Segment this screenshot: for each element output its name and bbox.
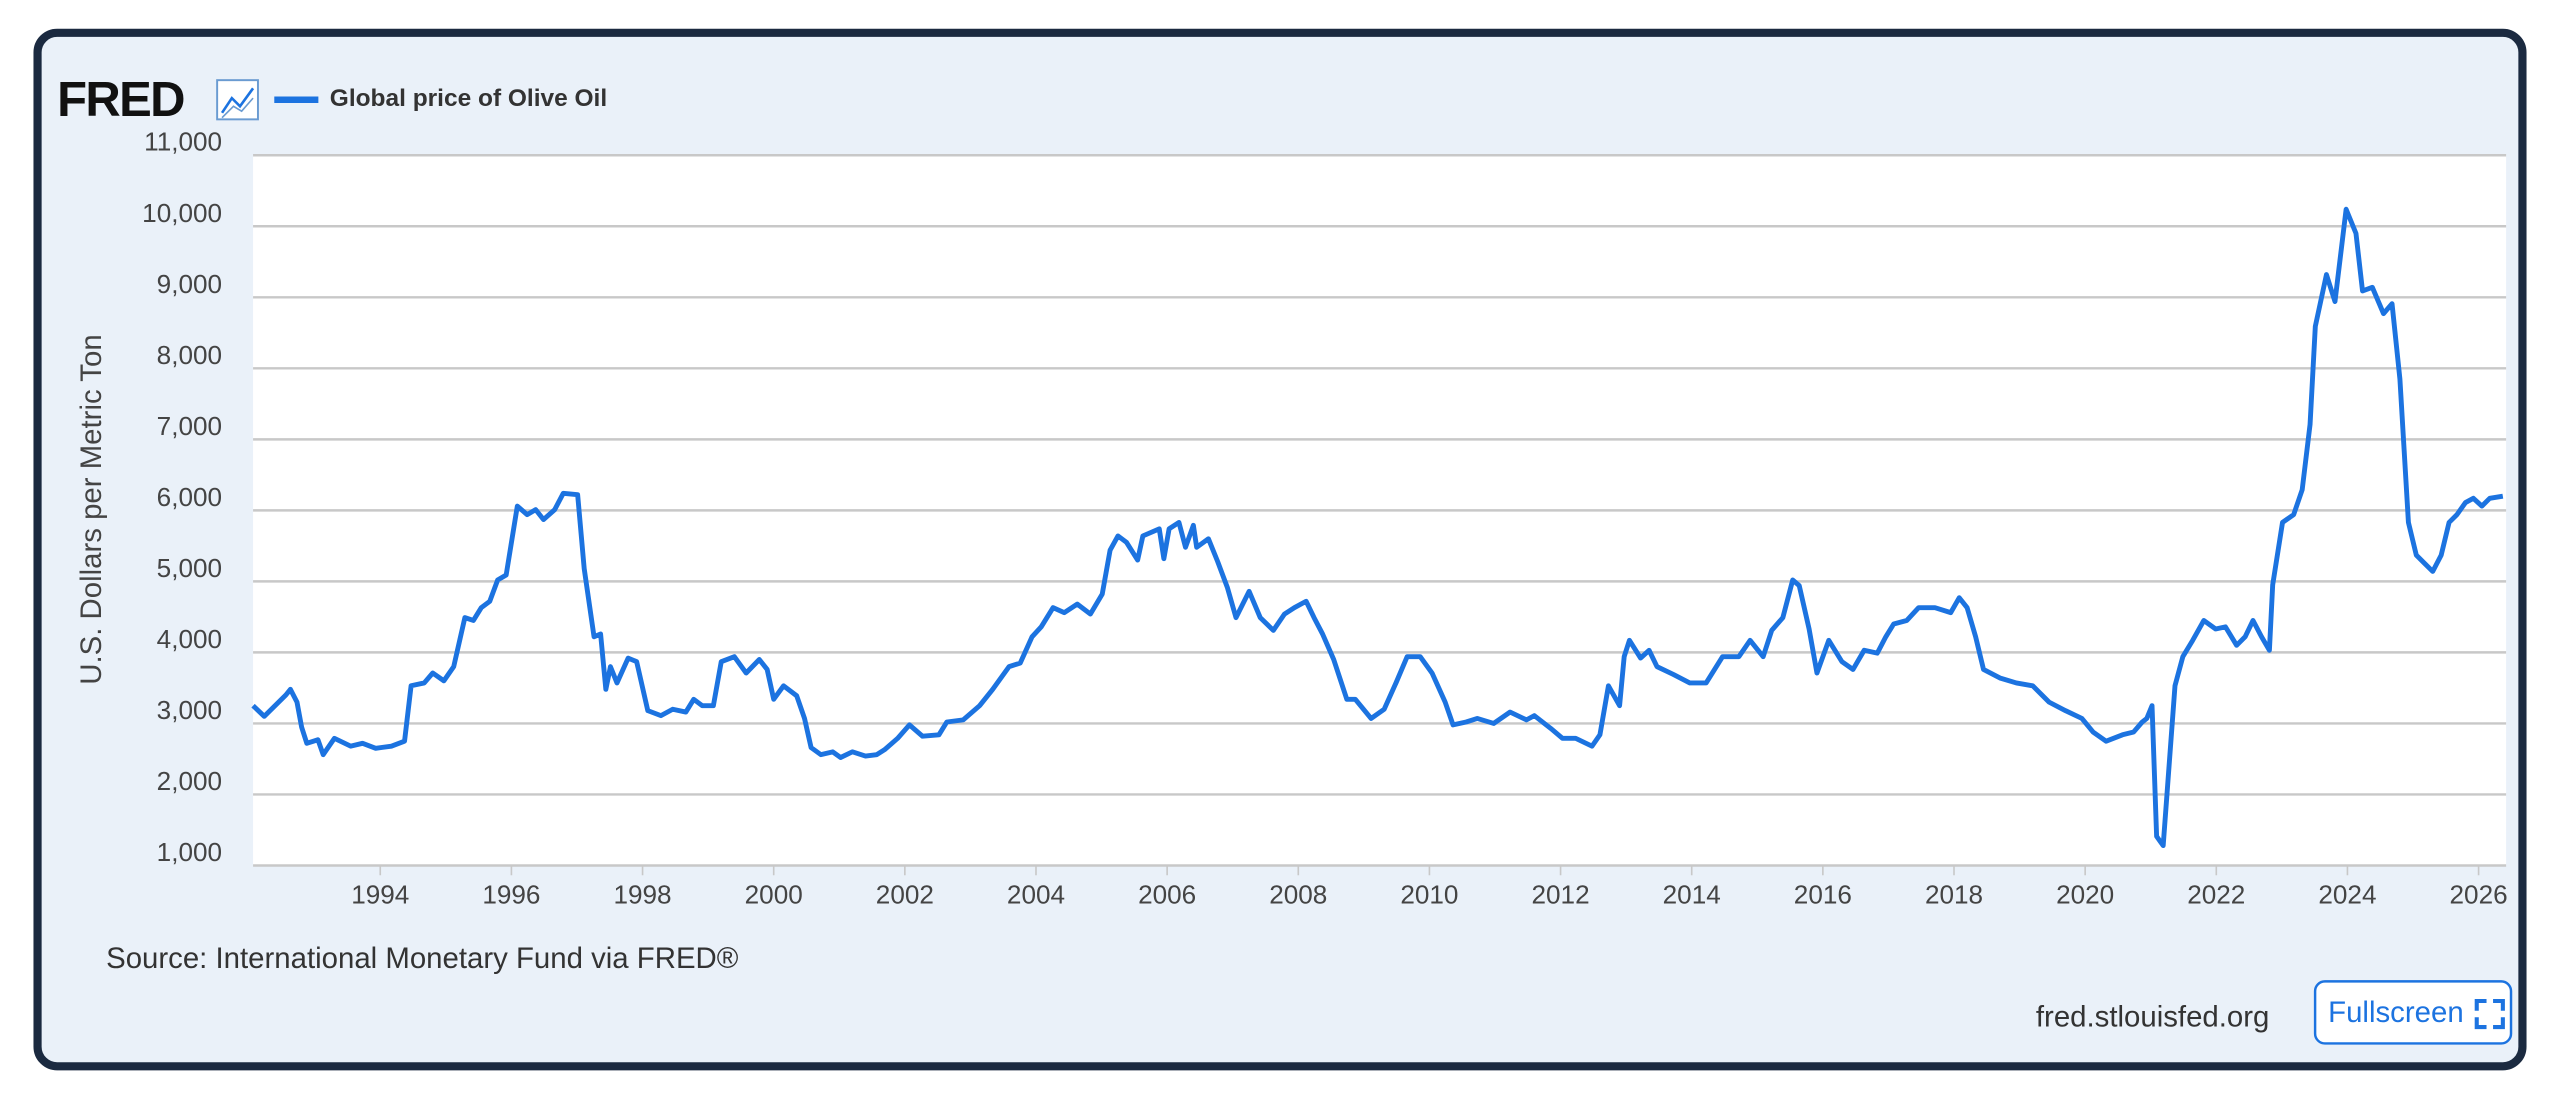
y-axis-label: U.S. Dollars per Metric Ton bbox=[75, 334, 108, 684]
x-tick-label: 2016 bbox=[1794, 879, 1852, 909]
tick-labels: 1,000 2,000 3,000 4,000 5,000 6,000 7,000 8,000… bbox=[142, 127, 2507, 910]
x-tick-label: 2002 bbox=[876, 879, 934, 909]
data-line bbox=[251, 206, 2504, 849]
y-tick-label: 1,000 bbox=[157, 837, 222, 867]
y-tick-label: 8,000 bbox=[157, 340, 222, 370]
x-tick-label: 2010 bbox=[1400, 879, 1458, 909]
x-tick-label: 1994 bbox=[351, 879, 409, 909]
x-tick-label: 2024 bbox=[2318, 879, 2376, 909]
y-tick-label: 5,000 bbox=[157, 553, 222, 583]
fred-logo: FRED bbox=[57, 73, 184, 127]
x-tick-label: 2018 bbox=[1925, 879, 1983, 909]
y-tick-label: 11,000 bbox=[144, 127, 222, 157]
button-label[interactable]: Fullscreen bbox=[2328, 996, 2464, 1029]
graph-icon bbox=[216, 79, 259, 121]
y-tick-label: 6,000 bbox=[157, 482, 222, 512]
fullscreen-button[interactable]: Fullscreen bbox=[2313, 980, 2513, 1045]
x-tick-label: 2022 bbox=[2187, 879, 2245, 909]
x-tick-label: 2008 bbox=[1269, 879, 1327, 909]
legend-label: Global price of Olive Oil bbox=[330, 85, 607, 112]
y-tick-label: 9,000 bbox=[157, 269, 222, 299]
x-tick-label: 2020 bbox=[2056, 879, 2114, 909]
x-tick-label: 2006 bbox=[1138, 879, 1196, 909]
grid bbox=[253, 154, 2507, 876]
x-tick-label: 2004 bbox=[1007, 879, 1065, 909]
x-tick-label: 2014 bbox=[1663, 879, 1721, 909]
x-tick-label: 1998 bbox=[614, 879, 672, 909]
source-note: Source: International Monetary Fund via … bbox=[106, 942, 739, 975]
x-tick-label: 2026 bbox=[2450, 879, 2508, 909]
y-tick-label: 2,000 bbox=[157, 766, 222, 796]
x-tick-label: 2000 bbox=[745, 879, 803, 909]
x-tick-label: 2012 bbox=[1532, 879, 1590, 909]
y-tick-label: 10,000 bbox=[142, 198, 222, 228]
y-tick-label: 7,000 bbox=[157, 411, 222, 441]
y-tick-label: 4,000 bbox=[157, 624, 222, 654]
site-url: fred.stlouisfed.org bbox=[2036, 1001, 2269, 1034]
x-tick-label: 1996 bbox=[482, 879, 540, 909]
marks bbox=[251, 206, 2504, 849]
y-tick-label: 3,000 bbox=[157, 695, 222, 725]
